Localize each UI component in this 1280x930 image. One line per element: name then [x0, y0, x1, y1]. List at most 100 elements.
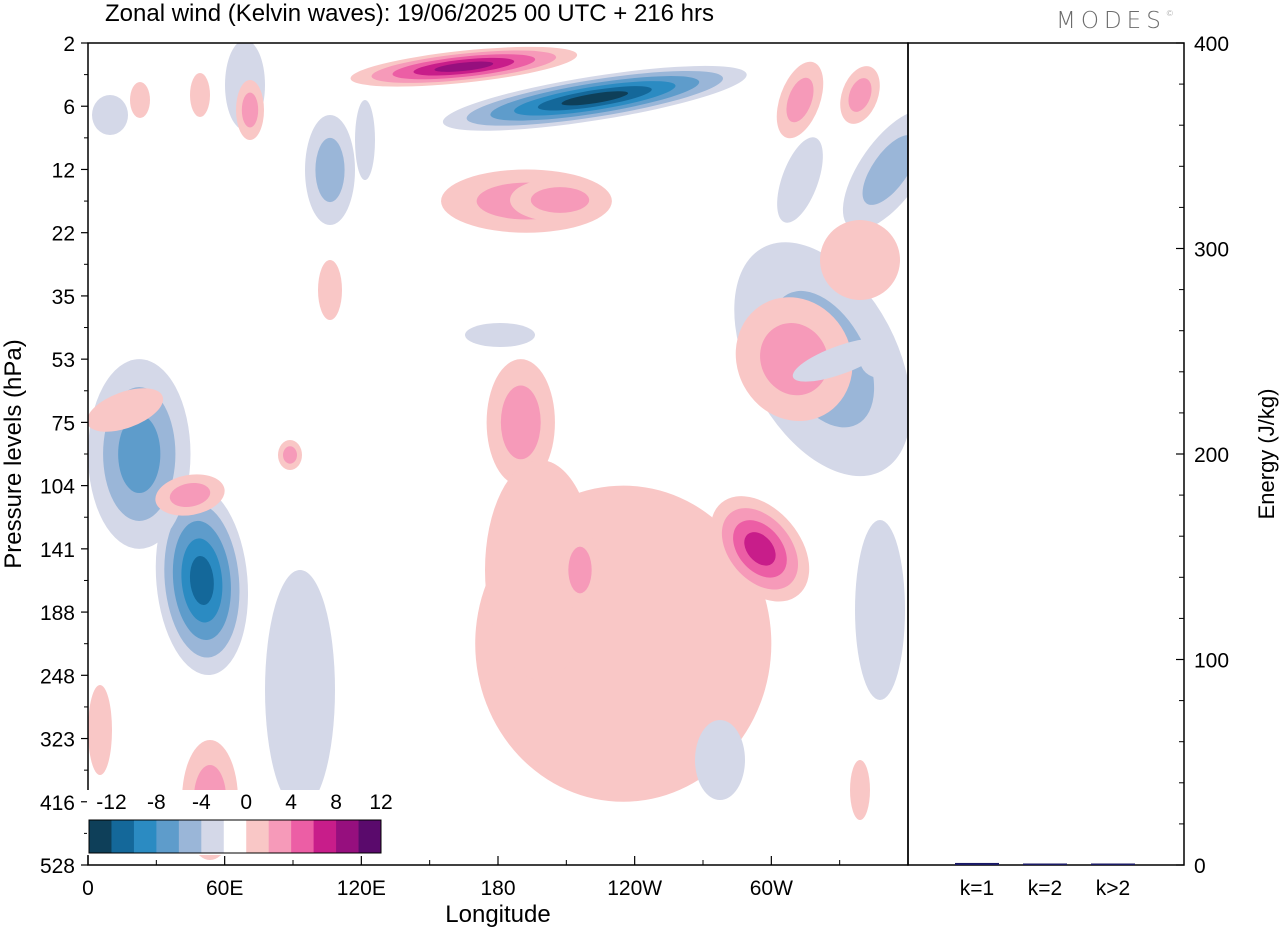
- x-tick-label: 120E: [337, 877, 386, 900]
- x-tick-label: 60E: [206, 877, 243, 900]
- colorbar-label: -12: [96, 791, 126, 814]
- colorbar-label: 8: [330, 791, 342, 814]
- contour-level: [190, 73, 210, 117]
- y-axis-levels: 2 6 12 22 35 53 75 104 141 188 248 323 416 528: [40, 33, 88, 878]
- contour-anomaly: [860, 342, 900, 378]
- contour-anomaly: [236, 80, 264, 140]
- contour-anomaly: [560, 530, 600, 610]
- contour-anomaly: [265, 570, 335, 810]
- contour-feature: [350, 46, 578, 87]
- x-axis-title: Longitude: [445, 901, 550, 928]
- contour-level: [862, 135, 908, 205]
- colorbar-swatch: [156, 820, 180, 853]
- energy-tick-label: 0: [1194, 855, 1206, 878]
- contour-level: [241, 92, 259, 128]
- contour-level: [744, 532, 776, 566]
- contour-level: [786, 77, 814, 123]
- contour-anomaly: [842, 110, 908, 230]
- y-tick-label: 22: [52, 223, 75, 246]
- contour-level: [820, 220, 900, 300]
- y-tick-label: 75: [52, 412, 75, 435]
- contour-level: [855, 520, 905, 700]
- contour-level: [850, 760, 870, 820]
- contour-level: [315, 137, 345, 203]
- contour-anomaly: [695, 720, 745, 800]
- contour-anomaly: [318, 260, 342, 320]
- energy-panel-frame: [907, 42, 1185, 866]
- y-tick-label: 323: [40, 729, 75, 752]
- y-tick-label: 12: [52, 159, 75, 182]
- contour-anomaly: [840, 66, 880, 124]
- contour-level: [434, 61, 494, 72]
- contour-level: [561, 91, 629, 106]
- contour-anomaly: [92, 95, 128, 135]
- colorbar-swatch: [111, 820, 135, 853]
- y-tick-label: 416: [40, 792, 75, 815]
- energy-category-label: k=2: [1028, 877, 1062, 900]
- energy-bar: [1091, 863, 1135, 865]
- energy-category-label: k>2: [1096, 877, 1130, 900]
- contour-anomaly: [305, 115, 355, 225]
- chart-title: Zonal wind (Kelvin waves): 19/06/2025 00…: [105, 0, 714, 27]
- energy-bar: [955, 862, 999, 865]
- colorbar-swatch: [268, 820, 292, 853]
- contour-anomaly: [355, 100, 375, 180]
- colorbar-label: -4: [192, 791, 211, 814]
- colorbar-swatch: [358, 820, 382, 853]
- energy-tick-label: 300: [1194, 239, 1229, 262]
- colorbar-label: 12: [369, 791, 392, 814]
- contour-level: [283, 446, 297, 464]
- contour-anomaly: [88, 685, 112, 775]
- contour-anomaly: [465, 323, 535, 347]
- contour-level: [265, 570, 335, 810]
- contour-anomaly: [88, 388, 164, 432]
- contour-level: [530, 187, 590, 213]
- contour-anomaly: [130, 82, 150, 118]
- x-tick-label: 60W: [750, 877, 793, 900]
- contour-anomaly: [510, 178, 610, 222]
- contour-anomaly: [850, 760, 870, 820]
- contour-level: [169, 482, 211, 508]
- colorbar-frame: [88, 819, 382, 854]
- x-tick-label: 180: [480, 877, 515, 900]
- contour-anomaly: [855, 520, 905, 700]
- contour-level: [650, 650, 670, 730]
- contour-anomaly: [792, 338, 888, 382]
- contour-level: [88, 388, 164, 432]
- colorbar-swatch: [201, 820, 225, 853]
- y-tick-label: 35: [52, 286, 75, 309]
- contour-level: [500, 385, 541, 460]
- contour-anomaly: [776, 61, 824, 139]
- contour-level: [777, 137, 823, 223]
- energy-category-label: k=1: [960, 877, 994, 900]
- colorbar-label: -8: [147, 791, 166, 814]
- colorbar-swatch: [133, 820, 157, 853]
- contour-feature: [155, 485, 249, 676]
- colorbar-label: 0: [240, 791, 252, 814]
- contour-level: [88, 685, 112, 775]
- contour-anomaly: [190, 73, 210, 117]
- colorbar-label: 4: [285, 791, 297, 814]
- contour-anomaly: [777, 137, 823, 223]
- contour-anomaly: [278, 440, 302, 470]
- contour-level: [118, 414, 161, 494]
- modes-logo: MODES©: [1056, 8, 1174, 34]
- contour-level: [189, 555, 214, 605]
- brand-mark: ©: [1165, 9, 1174, 18]
- y-tick-label: 104: [40, 476, 75, 499]
- contour-level: [860, 342, 900, 378]
- contour-field: [88, 43, 908, 860]
- contour-feature: [710, 496, 810, 602]
- colorbar-swatch: [178, 820, 202, 853]
- colorbar-swatch: [246, 820, 270, 853]
- contour-level: [568, 546, 592, 594]
- contour-feature: [486, 359, 555, 486]
- contour-anomaly: [155, 474, 225, 516]
- y-tick-label: 188: [40, 602, 75, 625]
- x-axis-longitude: 0 60E 120E 180 120W 60W: [82, 856, 841, 900]
- y-tick-label: 248: [40, 665, 75, 688]
- y-tick-label: 528: [40, 855, 75, 878]
- y-tick-label: 53: [52, 349, 75, 372]
- energy-tick-label: 400: [1194, 33, 1229, 56]
